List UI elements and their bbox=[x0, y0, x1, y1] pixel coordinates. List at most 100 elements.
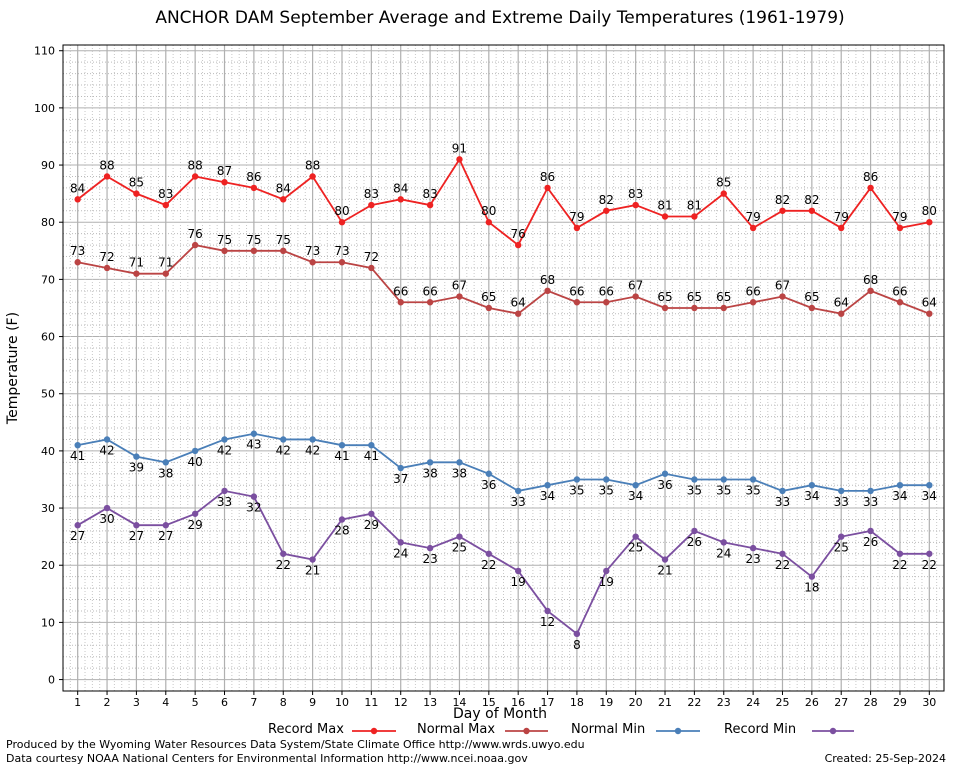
data-label: 43 bbox=[246, 438, 261, 452]
data-point bbox=[191, 510, 199, 517]
data-point bbox=[368, 441, 375, 449]
data-point bbox=[162, 270, 169, 277]
data-label: 80 bbox=[334, 204, 349, 218]
data-label: 39 bbox=[129, 461, 144, 475]
data-label: 33 bbox=[217, 495, 232, 509]
data-label: 26 bbox=[687, 535, 702, 549]
x-tick-label: 14 bbox=[452, 696, 466, 709]
data-label: 42 bbox=[99, 443, 114, 457]
legend-marker bbox=[523, 727, 530, 735]
legend-label-record-min: Record Min bbox=[724, 722, 797, 737]
data-point bbox=[221, 436, 228, 443]
data-label: 88 bbox=[99, 158, 114, 172]
data-point bbox=[103, 173, 111, 180]
legend-marker bbox=[829, 727, 837, 735]
data-point bbox=[456, 293, 463, 300]
data-point bbox=[867, 287, 874, 295]
data-point bbox=[485, 219, 493, 226]
data-label: 83 bbox=[628, 187, 643, 201]
x-tick-label: 8 bbox=[280, 696, 287, 709]
data-label: 83 bbox=[158, 187, 173, 201]
data-point bbox=[368, 510, 375, 517]
data-point bbox=[426, 459, 434, 466]
data-label: 80 bbox=[481, 204, 496, 218]
data-point bbox=[544, 481, 551, 489]
data-label: 42 bbox=[305, 443, 320, 457]
series-normal-min: 41 42 39 38 40 42 43 42 42 41 41 37 38 38 36 33 34 35 35 34… bbox=[70, 430, 937, 509]
data-point bbox=[544, 287, 551, 295]
data-label: 8 bbox=[573, 638, 581, 652]
data-point bbox=[280, 436, 287, 443]
data-label: 75 bbox=[276, 233, 291, 247]
data-point bbox=[603, 207, 610, 214]
data-label: 42 bbox=[217, 443, 232, 457]
data-point bbox=[808, 573, 816, 580]
data-label: 87 bbox=[217, 164, 232, 178]
data-label: 27 bbox=[129, 529, 144, 543]
data-label: 12 bbox=[540, 615, 555, 629]
data-point bbox=[133, 453, 140, 460]
data-label: 88 bbox=[305, 158, 320, 172]
data-point bbox=[544, 184, 551, 192]
data-label: 85 bbox=[716, 176, 731, 190]
y-tick-label: 20 bbox=[41, 559, 55, 572]
x-tick-label: 3 bbox=[133, 696, 140, 709]
data-point bbox=[514, 567, 522, 575]
data-point bbox=[749, 476, 757, 483]
data-point bbox=[896, 299, 904, 306]
data-point bbox=[720, 476, 727, 483]
data-label: 22 bbox=[922, 558, 937, 572]
data-label: 75 bbox=[217, 233, 232, 247]
data-label: 41 bbox=[70, 449, 85, 463]
y-tick-label: 80 bbox=[41, 216, 55, 229]
data-point bbox=[838, 533, 845, 540]
data-label: 82 bbox=[775, 193, 790, 207]
data-label: 84 bbox=[70, 181, 85, 195]
data-label: 34 bbox=[628, 489, 643, 503]
data-point bbox=[573, 299, 581, 306]
x-tick-label: 28 bbox=[864, 696, 878, 709]
x-tick-label: 11 bbox=[364, 696, 378, 709]
data-label: 72 bbox=[99, 250, 114, 264]
data-label: 79 bbox=[892, 210, 907, 224]
data-label: 19 bbox=[511, 575, 526, 589]
data-point bbox=[221, 247, 228, 255]
data-label: 66 bbox=[599, 284, 614, 298]
data-label: 68 bbox=[540, 273, 555, 287]
data-point bbox=[779, 550, 786, 557]
created-date: Created: 25-Sep-2024 bbox=[824, 752, 946, 765]
data-point bbox=[456, 156, 463, 163]
series-line bbox=[77, 244, 930, 315]
data-label: 32 bbox=[246, 501, 261, 515]
legend-marker bbox=[674, 727, 682, 735]
data-point bbox=[191, 173, 199, 180]
data-point bbox=[280, 247, 287, 255]
data-point bbox=[397, 299, 404, 306]
x-tick-label: 9 bbox=[309, 696, 316, 709]
data-point bbox=[632, 201, 639, 209]
data-label: 27 bbox=[70, 529, 85, 543]
data-point bbox=[749, 224, 757, 232]
data-point bbox=[691, 304, 698, 312]
data-label: 88 bbox=[188, 158, 203, 172]
data-label: 65 bbox=[657, 290, 672, 304]
data-point bbox=[926, 219, 933, 226]
data-label: 28 bbox=[334, 523, 349, 537]
x-tick-label: 17 bbox=[541, 696, 555, 709]
data-point bbox=[103, 504, 111, 512]
data-label: 33 bbox=[834, 495, 849, 509]
data-label: 36 bbox=[481, 478, 496, 492]
x-tick-label: 29 bbox=[893, 696, 907, 709]
data-point bbox=[133, 270, 140, 277]
data-point bbox=[838, 310, 845, 317]
data-point bbox=[162, 459, 169, 466]
data-point bbox=[280, 550, 287, 557]
data-point bbox=[720, 539, 727, 546]
data-point bbox=[808, 304, 816, 312]
data-label: 22 bbox=[481, 558, 496, 572]
series-line bbox=[77, 432, 930, 492]
data-point bbox=[896, 224, 904, 232]
y-tick-label: 100 bbox=[34, 102, 55, 115]
x-tick-label: 20 bbox=[629, 696, 643, 709]
